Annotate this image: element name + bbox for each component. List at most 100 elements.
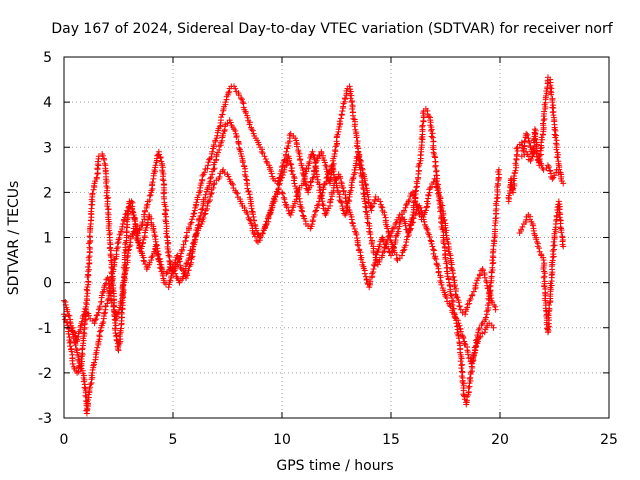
data-point	[524, 132, 530, 138]
data-point	[297, 157, 303, 163]
data-point	[551, 239, 557, 245]
data-point	[432, 164, 438, 170]
data-point	[263, 156, 269, 162]
data-point	[276, 182, 282, 188]
data-point	[349, 220, 355, 226]
x-tick-label: 15	[382, 432, 400, 448]
data-point	[553, 140, 559, 146]
data-point	[433, 163, 439, 169]
data-point	[97, 329, 103, 335]
data-point	[458, 365, 464, 371]
data-point	[162, 217, 168, 223]
data-point	[372, 197, 378, 203]
data-point	[413, 184, 419, 190]
data-point	[313, 207, 319, 213]
data-point	[557, 224, 563, 230]
data-point	[165, 241, 171, 247]
data-point	[550, 248, 556, 254]
data-point	[433, 256, 439, 262]
data-point	[249, 208, 255, 214]
data-point	[459, 332, 465, 338]
x-tick-label: 5	[169, 432, 178, 448]
data-point	[332, 147, 338, 153]
data-point	[240, 159, 246, 165]
data-points	[61, 74, 566, 416]
data-point	[160, 176, 166, 182]
chart-title: Day 167 of 2024, Sidereal Day-to-day VTE…	[51, 21, 613, 37]
data-point	[206, 198, 212, 204]
data-point	[489, 257, 495, 263]
data-point	[84, 407, 90, 413]
data-point	[370, 269, 376, 275]
data-point	[281, 195, 287, 201]
data-point	[513, 156, 519, 162]
data-point	[349, 99, 355, 105]
data-point	[190, 214, 196, 220]
data-point	[355, 149, 361, 155]
data-point	[82, 384, 88, 390]
data-point	[338, 115, 344, 121]
data-point	[467, 375, 473, 381]
data-point	[243, 176, 249, 182]
data-point	[196, 189, 202, 195]
data-point	[430, 135, 436, 141]
y-tick-label: 4	[43, 95, 52, 111]
data-point	[435, 263, 441, 269]
data-point	[355, 243, 361, 249]
data-point	[457, 304, 463, 310]
data-point	[131, 215, 137, 221]
data-point	[532, 126, 538, 132]
data-point	[189, 216, 195, 222]
data-point	[187, 221, 193, 227]
data-point	[141, 258, 147, 264]
data-point	[420, 123, 426, 129]
data-point	[405, 234, 411, 240]
data-point	[166, 258, 172, 264]
data-point	[339, 108, 345, 114]
data-point	[477, 271, 483, 277]
data-point	[280, 191, 286, 197]
data-point	[338, 198, 344, 204]
data-point	[364, 277, 370, 283]
data-point	[95, 163, 101, 169]
data-point	[363, 209, 369, 215]
data-point	[555, 155, 561, 161]
y-tick-label: 3	[43, 140, 52, 156]
data-point	[310, 217, 316, 223]
data-point	[550, 254, 556, 260]
data-point	[160, 177, 166, 183]
data-point	[514, 152, 520, 158]
data-point	[85, 278, 91, 284]
y-tick-label: 5	[43, 50, 52, 66]
data-point	[103, 303, 109, 309]
data-point	[448, 265, 454, 271]
data-point	[220, 111, 226, 117]
data-point	[235, 140, 241, 146]
data-point	[426, 186, 432, 192]
data-point	[552, 132, 558, 138]
data-point	[122, 271, 128, 277]
data-point	[101, 157, 107, 163]
data-point	[552, 242, 558, 248]
data-point	[236, 145, 242, 151]
data-point	[372, 263, 378, 269]
y-tick-label: 2	[43, 185, 52, 201]
data-point	[323, 162, 329, 168]
data-point	[115, 240, 121, 246]
data-point	[334, 133, 340, 139]
x-axis-label: GPS time / hours	[276, 458, 393, 474]
data-point	[430, 149, 436, 155]
data-point	[484, 308, 490, 314]
data-point	[362, 204, 368, 210]
x-tick-label: 25	[600, 432, 618, 448]
data-point	[460, 369, 466, 375]
data-point	[163, 208, 169, 214]
data-point	[428, 238, 434, 244]
data-point	[554, 213, 560, 219]
data-point	[333, 143, 339, 149]
y-tick-label: 1	[43, 231, 52, 247]
data-point	[449, 266, 455, 272]
data-point	[87, 244, 93, 250]
